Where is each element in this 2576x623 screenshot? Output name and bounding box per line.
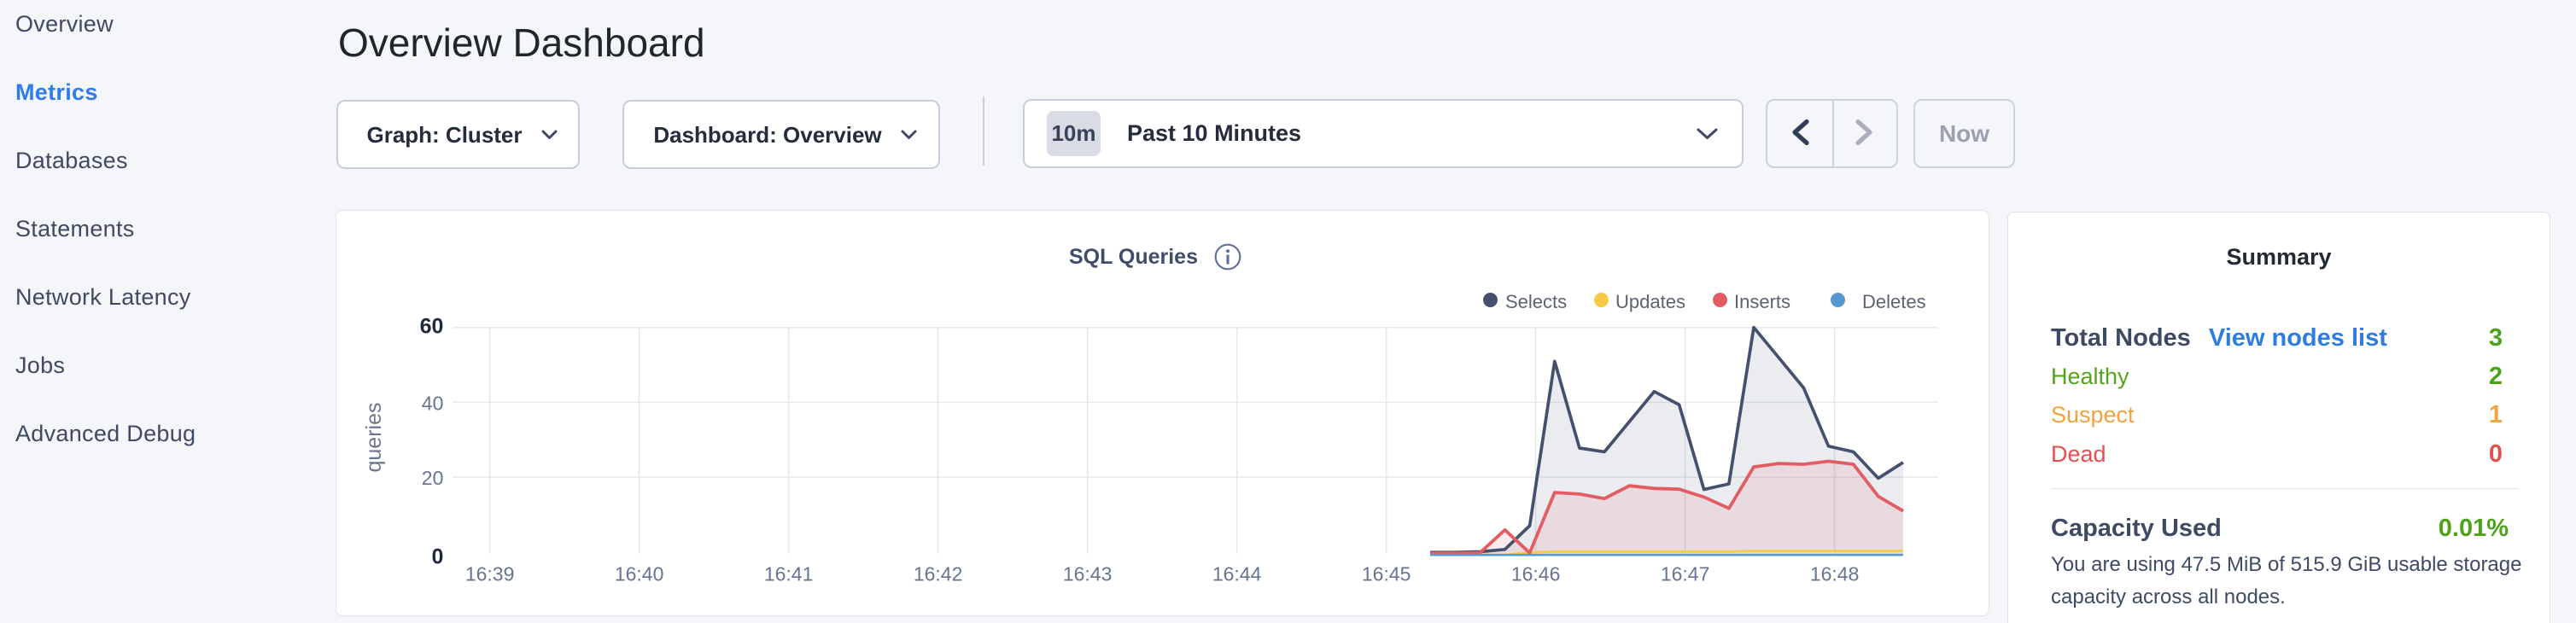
svg-text:queries: queries (362, 403, 386, 473)
svg-text:16:43: 16:43 (1063, 563, 1113, 585)
svg-text:16:47: 16:47 (1661, 563, 1710, 585)
svg-text:16:42: 16:42 (914, 563, 963, 585)
svg-text:40: 40 (422, 393, 444, 415)
svg-text:16:48: 16:48 (1810, 563, 1860, 585)
svg-text:16:44: 16:44 (1212, 563, 1262, 585)
svg-text:16:39: 16:39 (465, 563, 515, 585)
svg-text:16:45: 16:45 (1362, 563, 1411, 585)
svg-text:0: 0 (431, 545, 443, 569)
svg-text:16:40: 16:40 (615, 563, 664, 585)
svg-text:60: 60 (420, 315, 444, 339)
svg-text:16:41: 16:41 (764, 563, 814, 585)
svg-text:20: 20 (422, 467, 444, 489)
svg-text:16:46: 16:46 (1511, 563, 1561, 585)
